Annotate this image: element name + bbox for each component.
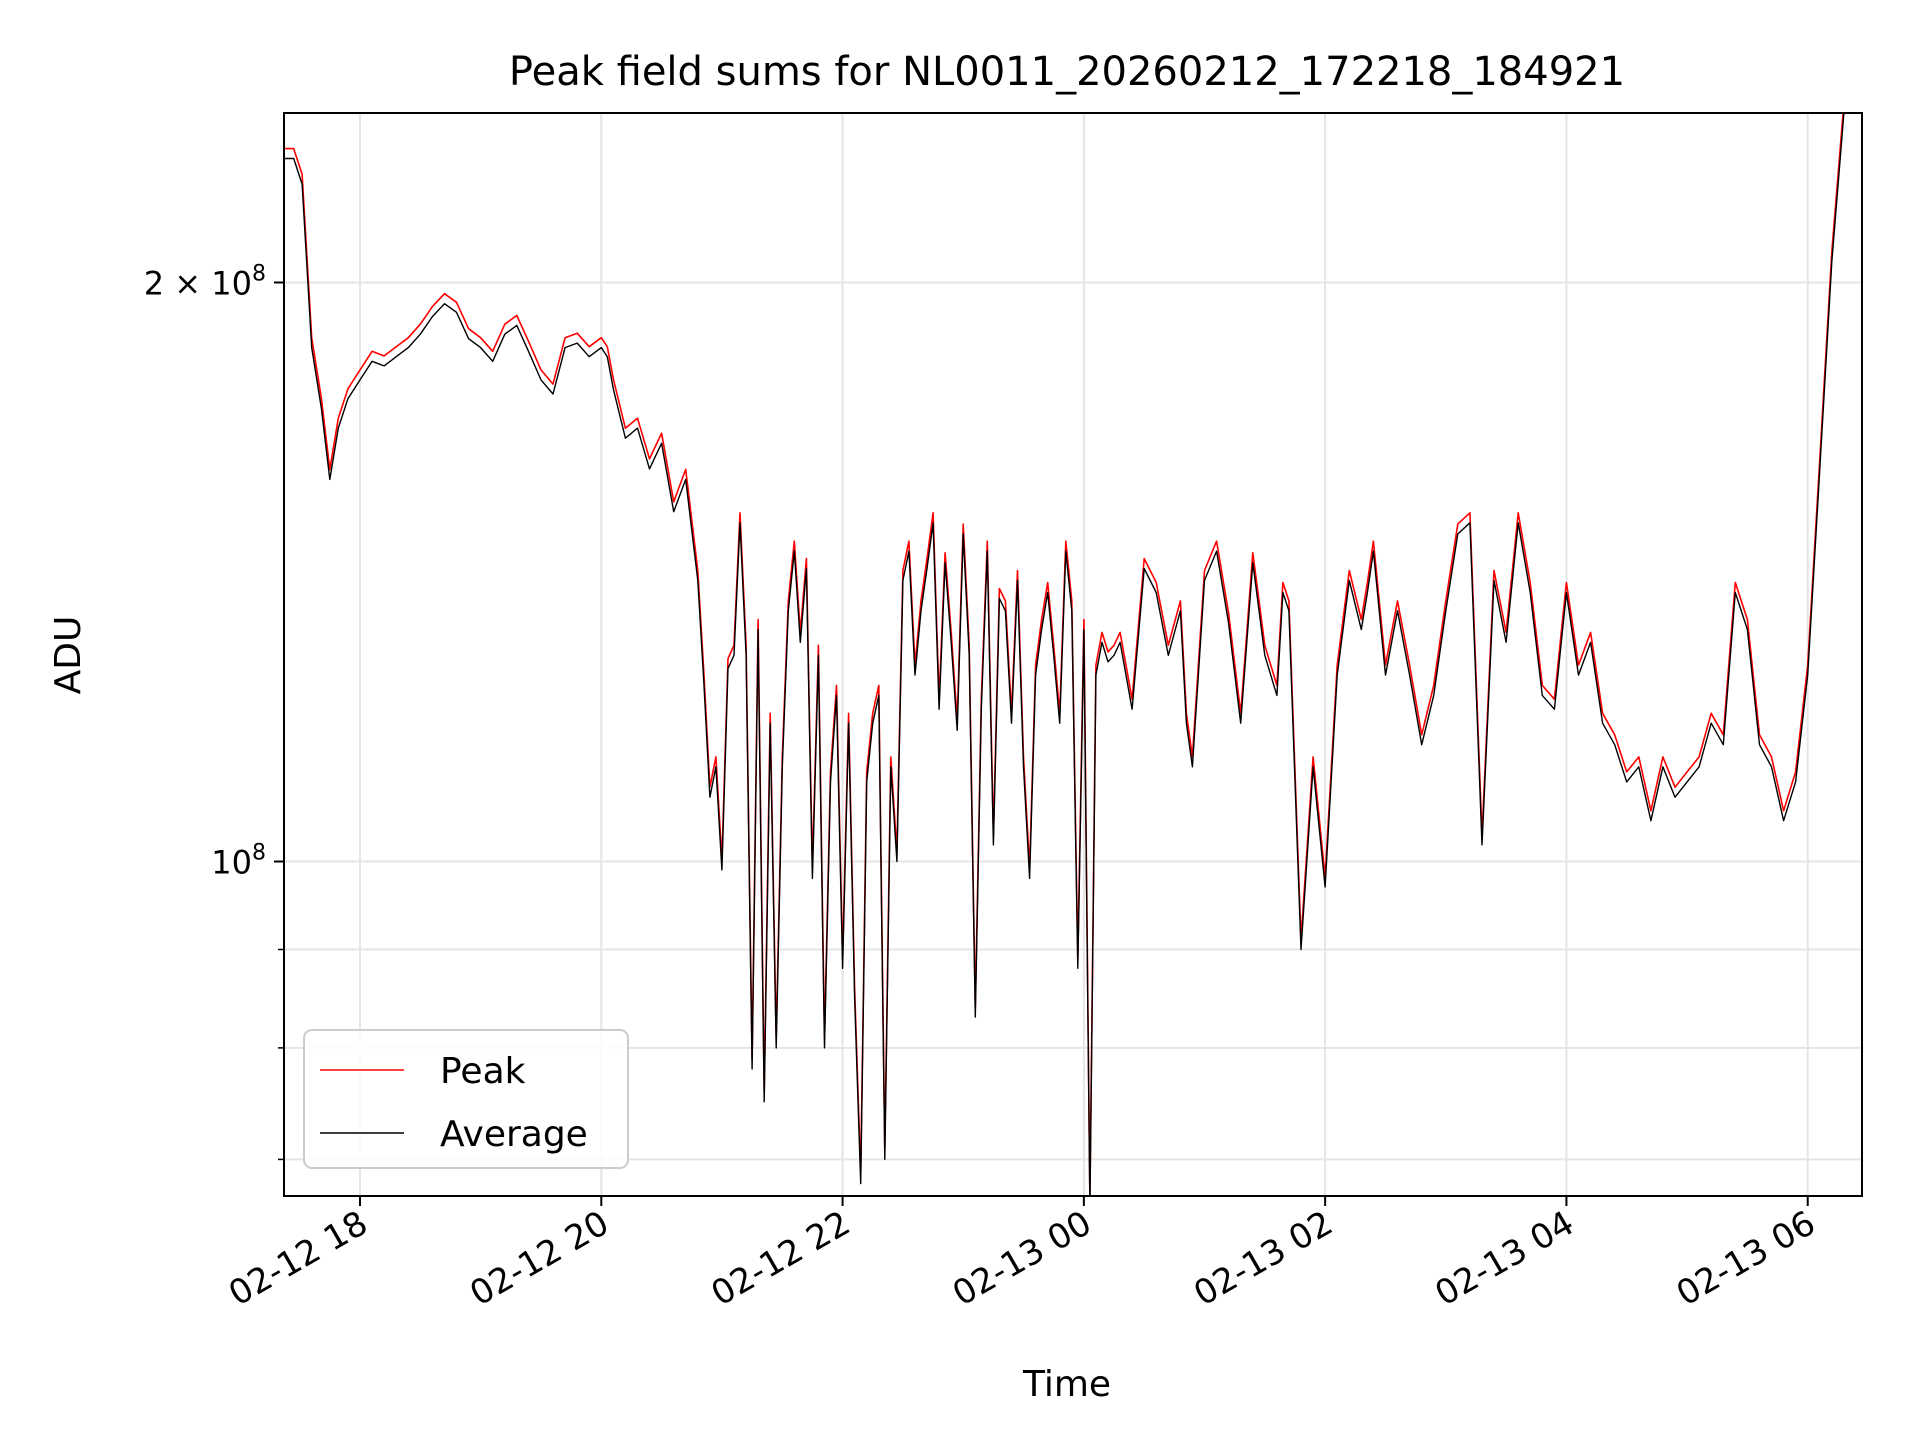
chart-title: Peak field sums for NL0011_20260212_1722… [509,49,1625,95]
plot-frame [283,112,1863,1197]
y-tick-label: 108 [211,840,266,881]
y-tick-label: 2 × 108 [144,262,266,303]
series-line-peak [284,113,1844,1196]
legend-label-average: Average [440,1114,588,1155]
legend: Peak Average [303,1029,629,1169]
y-axis-label: ADU [48,616,89,695]
legend-label-peak: Peak [440,1051,526,1092]
series-line-average [284,113,1845,1196]
series-layer [284,113,1845,1196]
x-axis-label: Time [1022,1364,1111,1405]
